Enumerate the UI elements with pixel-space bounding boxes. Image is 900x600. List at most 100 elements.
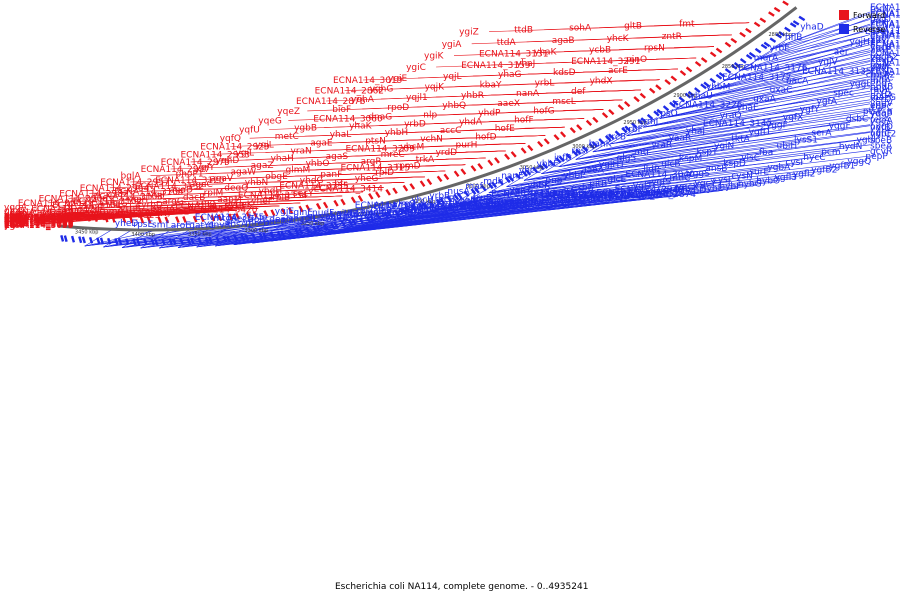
reverse-gene-label: ppdC — [870, 74, 893, 84]
reverse-callout-line — [723, 38, 871, 81]
reverse-gene-arrow — [435, 198, 442, 206]
reverse-gene-arrow — [411, 205, 418, 212]
reverse-gene-arrow — [653, 110, 660, 117]
reverse-callout-line — [643, 85, 871, 128]
forward-gene-label: yqiN — [4, 213, 24, 223]
forward-gene-label: tolC — [4, 219, 22, 229]
forward-gene-arrow — [182, 216, 187, 223]
forward-gene-label: ygiZ — [459, 28, 479, 38]
forward-gene-label: rsmB — [133, 207, 156, 217]
reverse-callout-line — [558, 118, 871, 167]
reverse-gene-arrow — [575, 148, 582, 155]
reverse-gene-label: ECNA114_3055 — [349, 209, 418, 219]
reverse-gene-label: maf — [465, 182, 483, 192]
reverse-gene-label: ECNA114_3226 — [673, 100, 743, 110]
forward-gene-arrow — [426, 178, 433, 186]
reverse-gene-label: cysI — [785, 158, 803, 168]
reverse-callout-line — [592, 103, 871, 153]
forward-gene-label: glcC — [4, 207, 23, 217]
forward-gene-label: yhcK — [607, 34, 630, 44]
reverse-gene-label: rpsO — [657, 109, 678, 119]
reverse-callout-line — [754, 29, 871, 61]
forward-gene-arrow — [270, 209, 276, 217]
reverse-gene-label: ygbA — [767, 163, 791, 173]
forward-callout-line — [33, 202, 301, 215]
reverse-gene-arrow — [81, 236, 86, 244]
forward-gene-arrow — [409, 183, 416, 190]
reverse-callout-line — [121, 199, 553, 248]
reverse-gene-arrow — [269, 231, 275, 239]
forward-gene-arrow — [86, 214, 91, 222]
forward-gene-label: gltB — [624, 22, 642, 32]
forward-gene-label: nlp — [423, 110, 437, 120]
forward-gene-label: yhbH — [385, 128, 409, 138]
reverse-callout-line — [435, 160, 866, 210]
forward-gene-arrow — [76, 214, 81, 221]
kbp-tick-label: 3450 kbp — [75, 229, 99, 235]
reverse-gene-label: ECNA114_3031 — [522, 198, 591, 208]
forward-gene-label: argR — [361, 157, 382, 167]
reverse-gene-arrow — [504, 176, 511, 184]
forward-gene-label: agaD — [169, 185, 193, 195]
reverse-gene-label: hybC — [664, 188, 687, 198]
reverse-gene-label: pyrG — [621, 190, 643, 200]
forward-gene-arrow — [527, 144, 534, 152]
reverse-gene-arrow — [463, 190, 470, 198]
reverse-gene-label: aaeA — [581, 166, 605, 176]
reverse-callout-line — [177, 199, 609, 248]
reverse-gene-label: mreD — [245, 219, 270, 229]
reverse-gene-label: ygcY — [695, 179, 717, 189]
forward-gene-label: ECNA114_3060 — [313, 114, 383, 124]
forward-gene-label: smg — [196, 199, 215, 209]
forward-gene-arrow — [510, 151, 517, 158]
reverse-callout-line — [506, 144, 857, 187]
reverse-gene-arrow — [718, 71, 726, 78]
reverse-callout-line — [471, 174, 582, 199]
reverse-gene-arrow — [204, 237, 210, 244]
reverse-callout-line — [642, 109, 674, 128]
forward-gene-label: agaS — [326, 152, 349, 162]
forward-gene-label: hofF — [514, 116, 534, 126]
forward-gene-label: zraP — [40, 210, 60, 220]
kbp-tick-label: 2950 kbp — [623, 120, 647, 126]
reverse-gene-label: gcvT — [528, 197, 550, 207]
reverse-gene-arrow — [473, 187, 480, 194]
reverse-callout-line — [692, 57, 871, 101]
reverse-gene-arrow — [172, 238, 177, 246]
reverse-gene-label: yrbF — [623, 125, 643, 135]
forward-gene-label: ECNA114_3209 — [346, 144, 416, 154]
forward-gene-label: ECNA114_3318 — [175, 202, 245, 212]
reverse-gene-label: yggR — [453, 196, 476, 206]
reverse-gene-arrow — [107, 237, 112, 245]
forward-gene-label: ECNA114_2964 — [80, 184, 150, 194]
reverse-gene-arrow — [621, 127, 628, 134]
reverse-callout-line — [675, 73, 871, 110]
forward-gene-label: sohA — [569, 24, 592, 34]
reverse-gene-label: lysS1 — [794, 135, 818, 145]
reverse-gene-arrow — [581, 145, 589, 152]
reverse-gene-label: ECNA114_3027 — [870, 9, 900, 19]
reverse-gene-label: kspT — [697, 148, 719, 158]
reverse-gene-label: yhbP — [563, 171, 586, 181]
reverse-gene-arrow — [521, 170, 528, 177]
reverse-callout-line — [659, 76, 871, 119]
reverse-gene-label: ygiN — [714, 141, 734, 151]
forward-gene-arrow — [104, 215, 109, 223]
forward-gene-label: yhbR — [461, 91, 484, 101]
legend-forward-swatch — [839, 10, 849, 20]
reverse-gene-arrow — [99, 237, 105, 245]
reverse-gene-label: aer — [834, 48, 849, 58]
reverse-gene-label: recD — [870, 15, 891, 25]
forward-gene-label: ycbB — [589, 46, 611, 56]
forward-gene-label: yrbB — [120, 204, 141, 214]
reverse-callout-line — [84, 197, 515, 247]
reverse-gene-arrow — [78, 236, 83, 244]
forward-gene-arrow — [111, 215, 116, 223]
forward-gene-arrow — [649, 87, 656, 94]
reverse-gene-arrow — [775, 33, 783, 39]
forward-gene-label: aapM — [217, 195, 242, 205]
reverse-callout-line — [659, 82, 871, 119]
reverse-callout-line — [592, 133, 624, 153]
forward-gene-arrow — [730, 37, 738, 44]
forward-gene-arrow — [402, 184, 409, 192]
